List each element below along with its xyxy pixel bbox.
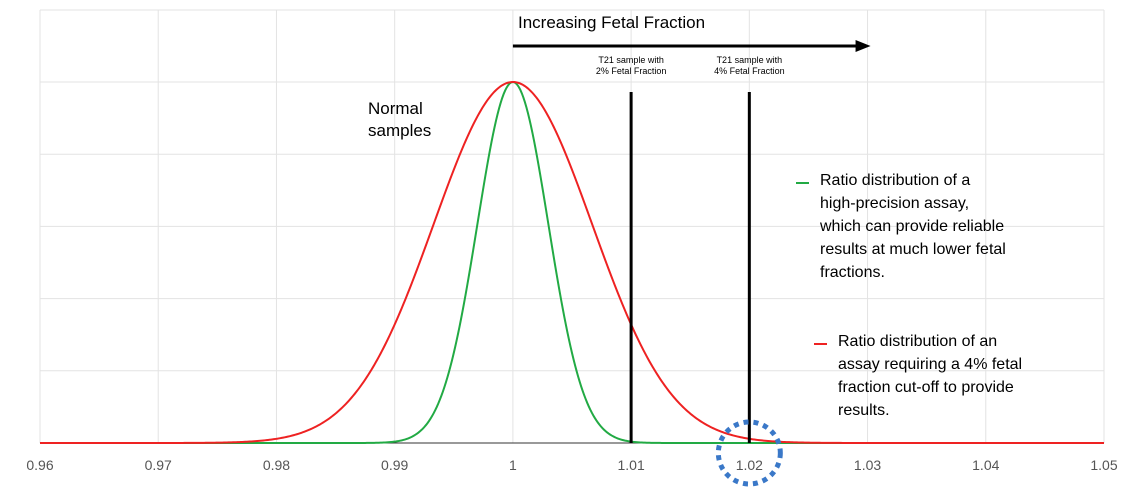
x-tick-label: 0.98 — [263, 457, 290, 473]
x-tick-label: 1.01 — [617, 457, 644, 473]
series-curves — [40, 80, 1104, 444]
legend-text: results at much lower fetal — [820, 241, 1006, 258]
legend-text: assay requiring a 4% fetal — [838, 356, 1022, 373]
marker-label: 2% Fetal Fraction — [596, 66, 667, 76]
marker-label: T21 sample with — [598, 55, 664, 65]
legend-text: Ratio distribution of a — [820, 172, 970, 189]
four-percent-cutoff-curve — [40, 80, 1104, 444]
x-tick-label: 0.97 — [145, 457, 172, 473]
x-axis-ticks: 0.96 0.97 0.98 0.99 1 1.01 1.02 1.03 1.04 1.05 — [26, 457, 1117, 473]
x-tick-label: 0.96 — [26, 457, 53, 473]
marker-label: T21 sample with — [717, 55, 783, 65]
legend: Ratio distribution of a high-precision as… — [796, 172, 1022, 419]
fetal-fraction-arrow: Increasing Fetal Fraction — [512, 13, 871, 52]
x-tick-label: 1.02 — [736, 457, 763, 473]
legend-text: fraction cut-off to provide — [838, 379, 1014, 396]
marker-label: 4% Fetal Fraction — [714, 66, 785, 76]
x-tick-label: 1.03 — [854, 457, 881, 473]
x-tick-label: 1.05 — [1090, 457, 1117, 473]
legend-text: which can provide reliable — [819, 218, 1004, 235]
legend-text: Ratio distribution of an — [838, 333, 997, 350]
x-tick-label: 1.04 — [972, 457, 999, 473]
legend-text: results. — [838, 402, 890, 419]
legend-text: high-precision assay, — [820, 195, 969, 212]
arrow-head — [855, 40, 871, 52]
arrow-label: Increasing Fetal Fraction — [518, 13, 705, 32]
annotation-line: samples — [368, 121, 431, 140]
x-tick-label: 1 — [509, 457, 517, 473]
normal-samples-annotation: Normal samples — [368, 99, 431, 140]
x-tick-label: 0.99 — [381, 457, 408, 473]
annotation-line: Normal — [368, 99, 423, 118]
legend-text: fractions. — [820, 264, 885, 281]
highlight-circle — [715, 419, 783, 487]
